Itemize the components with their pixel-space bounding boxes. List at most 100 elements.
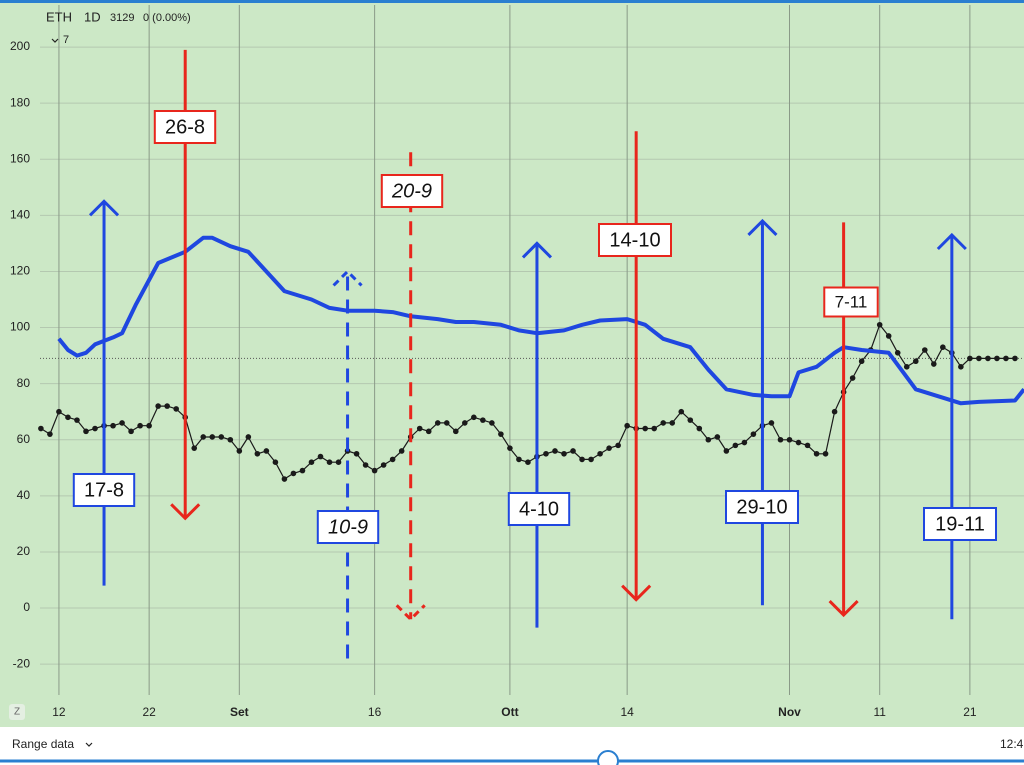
series-point — [813, 450, 820, 457]
signal-label-box — [72, 473, 136, 507]
series-point — [723, 448, 730, 454]
series-point — [921, 347, 928, 353]
series-point — [416, 425, 423, 432]
y-tick-label: 100 — [10, 320, 30, 334]
x-tick-label: 21 — [963, 705, 977, 719]
chart-background — [0, 0, 1024, 727]
series-point — [831, 408, 838, 415]
series-point — [615, 442, 621, 449]
series-point — [777, 436, 784, 443]
zoom-button[interactable] — [9, 704, 25, 720]
x-tick-label: 22 — [142, 705, 156, 719]
series-point — [849, 375, 856, 381]
series-point — [398, 448, 405, 454]
series-point — [876, 321, 883, 328]
signal-label: 19-11 — [935, 513, 985, 535]
x-tick-label: 11 — [873, 705, 886, 719]
y-tick-label: 140 — [10, 208, 30, 222]
series-point — [588, 456, 594, 463]
series-point — [597, 450, 603, 457]
series-point — [489, 420, 495, 426]
series-point — [434, 420, 441, 426]
time: 12:4 — [1000, 737, 1024, 751]
series-point — [795, 439, 802, 446]
series-point — [38, 425, 44, 432]
series-point — [56, 408, 62, 415]
signal-label: 26-8 — [165, 116, 205, 138]
signal-label-box — [507, 492, 571, 526]
series-point — [209, 434, 216, 440]
series-point — [200, 434, 207, 440]
series-point — [299, 467, 306, 474]
series-point — [389, 456, 396, 463]
series-point — [561, 450, 567, 457]
series-point — [624, 422, 630, 429]
arrow-head — [395, 604, 426, 622]
signal-label: 4-10 — [519, 498, 559, 520]
series-point — [353, 450, 360, 457]
range-label[interactable]: Range data — [12, 737, 74, 751]
series-point — [687, 417, 694, 423]
series-point — [335, 459, 342, 465]
series-point — [696, 425, 703, 432]
x-tick-label: 14 — [620, 705, 634, 719]
series-point — [976, 355, 982, 362]
series-point — [326, 459, 333, 465]
arrow-head — [88, 199, 120, 217]
series-point — [173, 406, 179, 412]
series-point — [931, 361, 937, 367]
series-point — [65, 414, 71, 421]
series-point — [967, 355, 973, 362]
scroll-handle[interactable] — [597, 750, 619, 765]
series-point — [443, 420, 450, 426]
series-point — [155, 403, 161, 409]
series-point — [83, 428, 89, 435]
arrow-head — [828, 600, 859, 618]
arrow-head — [621, 584, 652, 602]
series-point — [191, 445, 198, 451]
series-point — [705, 436, 712, 443]
series-point — [642, 425, 648, 432]
series-point — [425, 428, 432, 435]
signal-label: 29-10 — [736, 496, 787, 518]
signal-label-box — [380, 174, 444, 208]
y-tick-label: 40 — [17, 488, 31, 502]
x-tick-label: Ott — [501, 705, 518, 719]
series-point — [552, 448, 558, 454]
arrow-head — [521, 241, 553, 259]
series-point — [651, 425, 658, 432]
series-point — [858, 358, 865, 365]
series-point — [263, 448, 270, 454]
series-point — [940, 344, 946, 350]
series-point — [525, 459, 531, 465]
series-point — [462, 420, 468, 426]
series-point — [236, 448, 243, 454]
series-point — [245, 434, 252, 440]
signal-label: 17-8 — [84, 479, 124, 501]
series-point — [1012, 355, 1018, 362]
series-point — [732, 442, 739, 449]
series-point — [786, 436, 793, 443]
series-point — [119, 420, 125, 426]
series-point — [543, 450, 549, 457]
y-tick-label: 120 — [10, 264, 30, 278]
signal-label: 10-9 — [328, 516, 368, 538]
x-tick-label: 16 — [368, 705, 382, 719]
series-point — [128, 428, 134, 435]
series-point — [714, 434, 721, 440]
series-point — [137, 422, 143, 429]
signal-label-box — [153, 110, 217, 144]
range-chevron[interactable] — [85, 742, 93, 747]
series-point — [579, 456, 585, 463]
signal-label-box — [316, 510, 380, 544]
y-tick-label: 80 — [17, 376, 31, 390]
series-point — [452, 428, 459, 435]
series-point — [903, 364, 910, 370]
plot: -20 0 20 40 60 80 100 120 140 160 180 200 12 22 Set 16 O… — [10, 5, 1024, 719]
x-tick-label: 12 — [52, 705, 66, 719]
series-point — [164, 403, 170, 409]
series-point — [317, 453, 324, 460]
collapse-chevron[interactable] — [51, 38, 59, 43]
series-point — [380, 462, 387, 468]
